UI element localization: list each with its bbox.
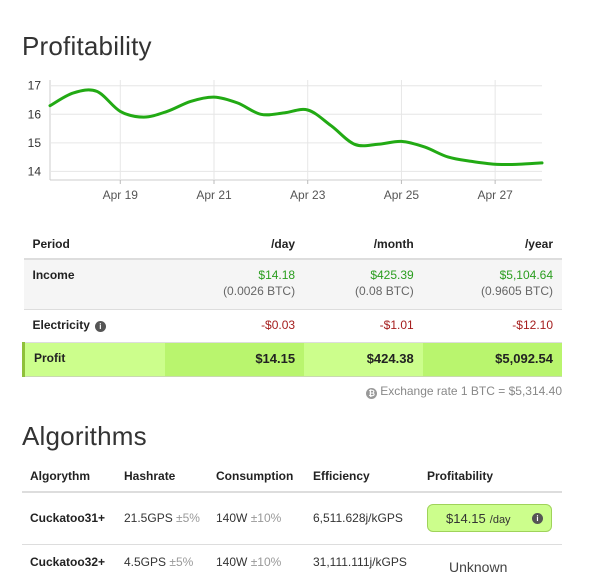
y-tick-label: 17 (28, 79, 42, 93)
income-month-usd: $425.39 (370, 268, 414, 282)
income-day: $14.18 (0.0026 BTC) (164, 259, 305, 310)
col-algorythm: Algorythm (22, 460, 116, 493)
profit-row: Profit $14.15 $424.38 $5,092.54 (21, 342, 562, 377)
income-year-usd: $5,104.64 (499, 268, 553, 282)
profitability-badge-text: $14.15/day (446, 511, 511, 526)
algo-table-header: Algorythm Hashrate Consumption Efficienc… (22, 460, 562, 493)
info-icon[interactable]: i (94, 320, 106, 332)
exchange-rate-note: ₿ Exchange rate 1 BTC = $5,314.40 (366, 384, 562, 399)
col-period: Period (23, 229, 165, 260)
col-year: /year (422, 229, 562, 260)
x-tick-label: Apr 23 (290, 188, 326, 202)
y-tick-label: 16 (28, 107, 42, 121)
hashrate-tolerance: ±5% (169, 554, 194, 569)
profitability-unknown: Unknown (449, 558, 508, 575)
algo-consumption: 140W ±10% (208, 544, 305, 578)
electricity-row: Electricity i -$0.03 -$1.01 -$12.10 (23, 309, 562, 343)
table-row: Cuckatoo31+ 21.5GPS ±5% 140W ±10% 6,511.… (22, 492, 562, 545)
algorithms-table: Algorythm Hashrate Consumption Efficienc… (22, 460, 562, 578)
electricity-label-cell: Electricity i (23, 309, 165, 343)
algo-hashrate: 4.5GPS ±5% (116, 544, 208, 578)
income-label: Income (23, 259, 165, 310)
col-profitability: Profitability (419, 460, 562, 493)
power-tolerance: ±10% (250, 511, 282, 526)
electricity-day: -$0.03 (164, 309, 305, 343)
profitability-value: $14.15 (446, 510, 486, 526)
algo-consumption: 140W ±10% (208, 492, 305, 545)
income-month: $425.39 (0.08 BTC) (304, 259, 423, 310)
electricity-month: -$1.01 (304, 309, 423, 343)
profitability-badge[interactable]: $14.15/day i (427, 504, 552, 533)
power-tolerance: ±10% (250, 554, 282, 569)
x-tick-label: Apr 25 (384, 188, 420, 202)
hashrate-value: 4.5GPS (124, 554, 167, 569)
hashrate-value: 21.5GPS (124, 511, 173, 526)
x-tick-label: Apr 27 (477, 188, 513, 202)
col-efficiency: Efficiency (305, 460, 419, 493)
income-row: Income $14.18 (0.0026 BTC) $425.39 (0.08 B… (23, 259, 562, 310)
algorithms-heading: Algorithms (22, 421, 147, 451)
profit-year: $5,092.54 (422, 342, 562, 377)
algo-name: Cuckatoo31+ (22, 492, 116, 545)
profitability-heading: Profitability (22, 31, 152, 61)
income-day-usd: $14.18 (258, 268, 296, 282)
x-tick-label: Apr 21 (196, 188, 232, 202)
algo-profitability: $14.15/day i (419, 492, 562, 545)
x-axis-ticks: Apr 19 Apr 21 Apr 23 Apr 25 Apr 27 (103, 188, 514, 202)
electricity-label: Electricity (32, 317, 90, 332)
bitcoin-icon: ₿ (366, 388, 378, 399)
power-value: 140W (216, 511, 248, 526)
profit-month: $424.38 (304, 342, 423, 377)
profitability-table: Period /day /month /year Income $14.18 (0… (21, 229, 562, 377)
col-consumption: Consumption (208, 460, 305, 493)
income-year: $5,104.64 (0.9605 BTC) (422, 259, 562, 310)
income-month-btc: (0.08 BTC) (355, 284, 414, 298)
profit-table-header: Period /day /month /year (23, 229, 562, 260)
y-tick-label: 14 (28, 164, 42, 178)
algo-profitability: Unknown (419, 544, 562, 578)
table-row: Cuckatoo32+ 4.5GPS ±5% 140W ±10% 31,111.… (22, 544, 562, 578)
y-axis-ticks: 17 16 15 14 (28, 79, 42, 179)
electricity-year: -$12.10 (422, 309, 562, 343)
profit-day: $14.15 (164, 342, 305, 377)
algo-efficiency: 6,511.628j/kGPS (305, 492, 419, 545)
income-day-btc: (0.0026 BTC) (223, 284, 296, 298)
algo-hashrate: 21.5GPS ±5% (116, 492, 208, 545)
power-value: 140W (216, 554, 248, 569)
x-tick-label: Apr 19 (103, 188, 139, 202)
profitability-chart: 17 16 15 14 Apr 19 Apr 21 Apr 23 Apr 25 Apr 27 (28, 79, 544, 202)
algo-name: Cuckatoo32+ (22, 544, 116, 578)
profitability-series-line (48, 88, 544, 167)
info-icon[interactable]: i (532, 512, 543, 524)
exchange-rate-text: Exchange rate 1 BTC = $5,314.40 (380, 384, 562, 398)
profit-label: Profit (21, 342, 165, 377)
profitability-per: /day (489, 513, 511, 526)
hashrate-tolerance: ±5% (176, 511, 200, 526)
income-year-btc: (0.9605 BTC) (480, 284, 553, 298)
algo-efficiency: 31,111.111j/kGPS (305, 544, 419, 578)
y-tick-label: 15 (28, 136, 42, 150)
col-hashrate: Hashrate (116, 460, 208, 493)
col-day: /day (164, 229, 305, 260)
col-month: /month (304, 229, 423, 260)
chart-grid (49, 80, 542, 184)
